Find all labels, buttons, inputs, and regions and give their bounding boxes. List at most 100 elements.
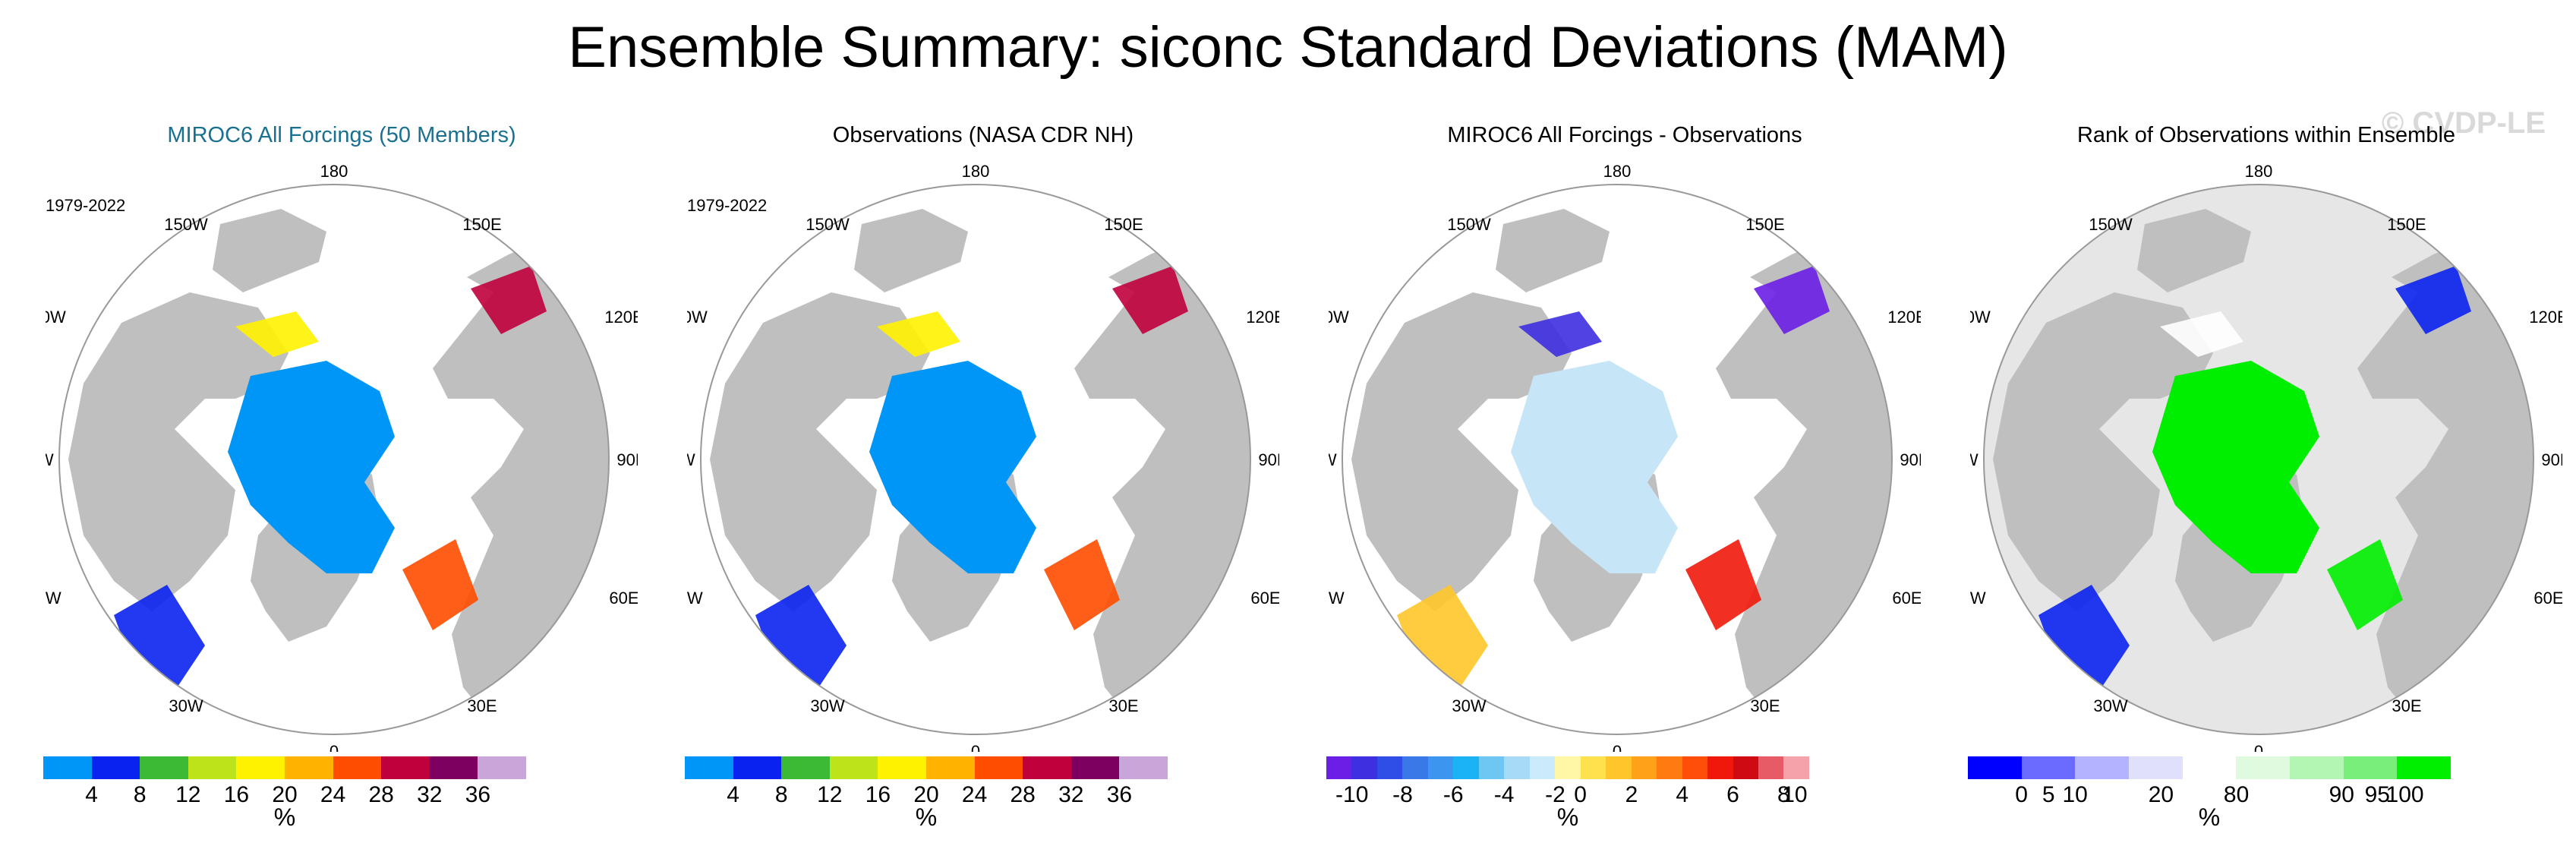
panel-title: Observations (NASA CDR NH) (832, 123, 1134, 147)
ice-variability-zone (402, 539, 478, 630)
period-label: 1979-2022 (687, 196, 768, 215)
lon-label-60e: 60E (609, 589, 638, 608)
map-panel-2: Observations (NASA CDR NH) 1979-2022 180 0 1… (687, 114, 1279, 843)
ice-variability-zone (1518, 311, 1602, 357)
lon-label-90w: 90W (687, 450, 695, 469)
colorbar-swatch (2236, 756, 2291, 779)
colorbar-swatch (381, 756, 430, 779)
colorbar-swatch (1631, 756, 1657, 779)
colorbar-tick-label: 0 (2015, 782, 2028, 807)
map-panel-1: MIROC6 All Forcings (50 Members) 1979-202… (46, 114, 638, 843)
lon-label-90e: 90E (616, 450, 638, 469)
colorbar-swatch (43, 756, 92, 779)
lon-label-150w: 150W (806, 215, 850, 234)
colorbar-swatch (478, 756, 526, 779)
lon-label-90e: 90E (1900, 450, 1921, 469)
lon-label-30e: 30E (2392, 696, 2421, 715)
colorbar-swatch (1580, 756, 1606, 779)
colorbar-tick-label: -6 (1442, 782, 1464, 807)
colorbar-swatch (140, 756, 188, 779)
colorbar-tick-label: 100 (2385, 782, 2424, 807)
lon-label-60w: 60W (1329, 589, 1345, 608)
colorbar-swatch (925, 756, 975, 779)
colorbar-tick-label: 10 (1782, 782, 1808, 807)
colorbar-swatch (1070, 756, 1120, 779)
lon-label-150e: 150E (1104, 215, 1143, 234)
colorbar-swatch (685, 756, 733, 779)
colorbar-swatch (1529, 756, 1556, 779)
colorbar-swatch (91, 756, 140, 779)
colorbar-swatch (1733, 756, 1758, 779)
colorbar-swatch (429, 756, 478, 779)
map-panel-4: Rank of Observations within Ensemble 180 0… (1970, 114, 2562, 843)
lon-label-150e: 150E (462, 215, 501, 234)
colorbar-tick-label: 20 (2148, 782, 2174, 807)
sea-ice-field (1511, 361, 1678, 573)
lon-label-0: 0 (329, 742, 339, 752)
colorbar-tick-label: 8 (133, 782, 147, 807)
land-mass (710, 292, 930, 611)
colorbar-swatch (236, 756, 285, 779)
colorbar-tick-label: 4 (727, 782, 739, 807)
colorbar-tick-label: 4 (85, 782, 98, 807)
lon-label-90w: 90W (1329, 450, 1337, 469)
colorbar-tick-label: 6 (1726, 782, 1739, 807)
lon-label-150w: 150W (164, 215, 208, 234)
lon-label-120e: 120E (2529, 308, 2562, 327)
colorbar-swatch (1707, 756, 1733, 779)
colorbar-swatch (974, 756, 1023, 779)
ice-variability-zone (235, 311, 319, 357)
colorbar-swatch (1351, 756, 1377, 779)
colorbar (1326, 756, 1809, 779)
colorbar-tick-label: 16 (865, 782, 891, 807)
ice-variability-zone (877, 311, 960, 357)
lon-label-180: 180 (962, 162, 990, 181)
colorbar-tick-label: 20 (913, 782, 939, 807)
colorbar-tick-label: 36 (1106, 782, 1133, 807)
colorbar-unit: % (915, 803, 938, 831)
colorbar-swatch (333, 756, 382, 779)
lon-label-30w: 30W (169, 696, 203, 715)
colorbar-tick-label: -8 (1392, 782, 1413, 807)
colorbar-swatch (1427, 756, 1454, 779)
colorbar-tick-label: 12 (175, 782, 201, 807)
period-label: 1979-2022 (46, 196, 126, 215)
colorbar-swatch (781, 756, 830, 779)
colorbar-tick-label: 12 (817, 782, 843, 807)
colorbar (685, 756, 1168, 779)
colorbar-swatch (188, 756, 237, 779)
ice-variability-zone (1044, 539, 1120, 630)
ice-variability-zone (1112, 266, 1188, 334)
colorbar-tick-label: -10 (1335, 782, 1369, 807)
colorbar-tick-label: 16 (223, 782, 250, 807)
colorbar-swatch (829, 756, 878, 779)
colorbar-swatch (2129, 756, 2183, 779)
ice-variability-zone (1754, 266, 1830, 334)
colorbar-tick-label: -2 (1545, 782, 1565, 807)
figure-title: Ensemble Summary: siconc Standard Deviat… (568, 15, 2008, 80)
lon-label-60e: 60E (1250, 589, 1279, 608)
watermark: © CVDP-LE (2381, 106, 2546, 140)
colorbar-tick-label: 2 (1625, 782, 1638, 807)
colorbar-swatch (2343, 756, 2398, 779)
lon-label-150w: 150W (1447, 215, 1491, 234)
colorbar-swatch (2290, 756, 2344, 779)
colorbar-tick-label: 24 (961, 782, 988, 807)
colorbar-swatch (1504, 756, 1530, 779)
colorbar-unit: % (2198, 803, 2221, 831)
colorbar-tick-label: 0 (1574, 782, 1587, 807)
colorbar-swatch (1783, 756, 1809, 779)
lon-label-60e: 60E (2533, 589, 2562, 608)
colorbar-swatch (1555, 756, 1581, 779)
map-panel-3: MIROC6 All Forcings - Observations 180 0 15… (1329, 114, 1921, 843)
colorbar (1968, 756, 2451, 779)
colorbar-swatch (1758, 756, 1784, 779)
lon-label-90w: 90W (46, 450, 54, 469)
colorbar-swatch (733, 756, 782, 779)
